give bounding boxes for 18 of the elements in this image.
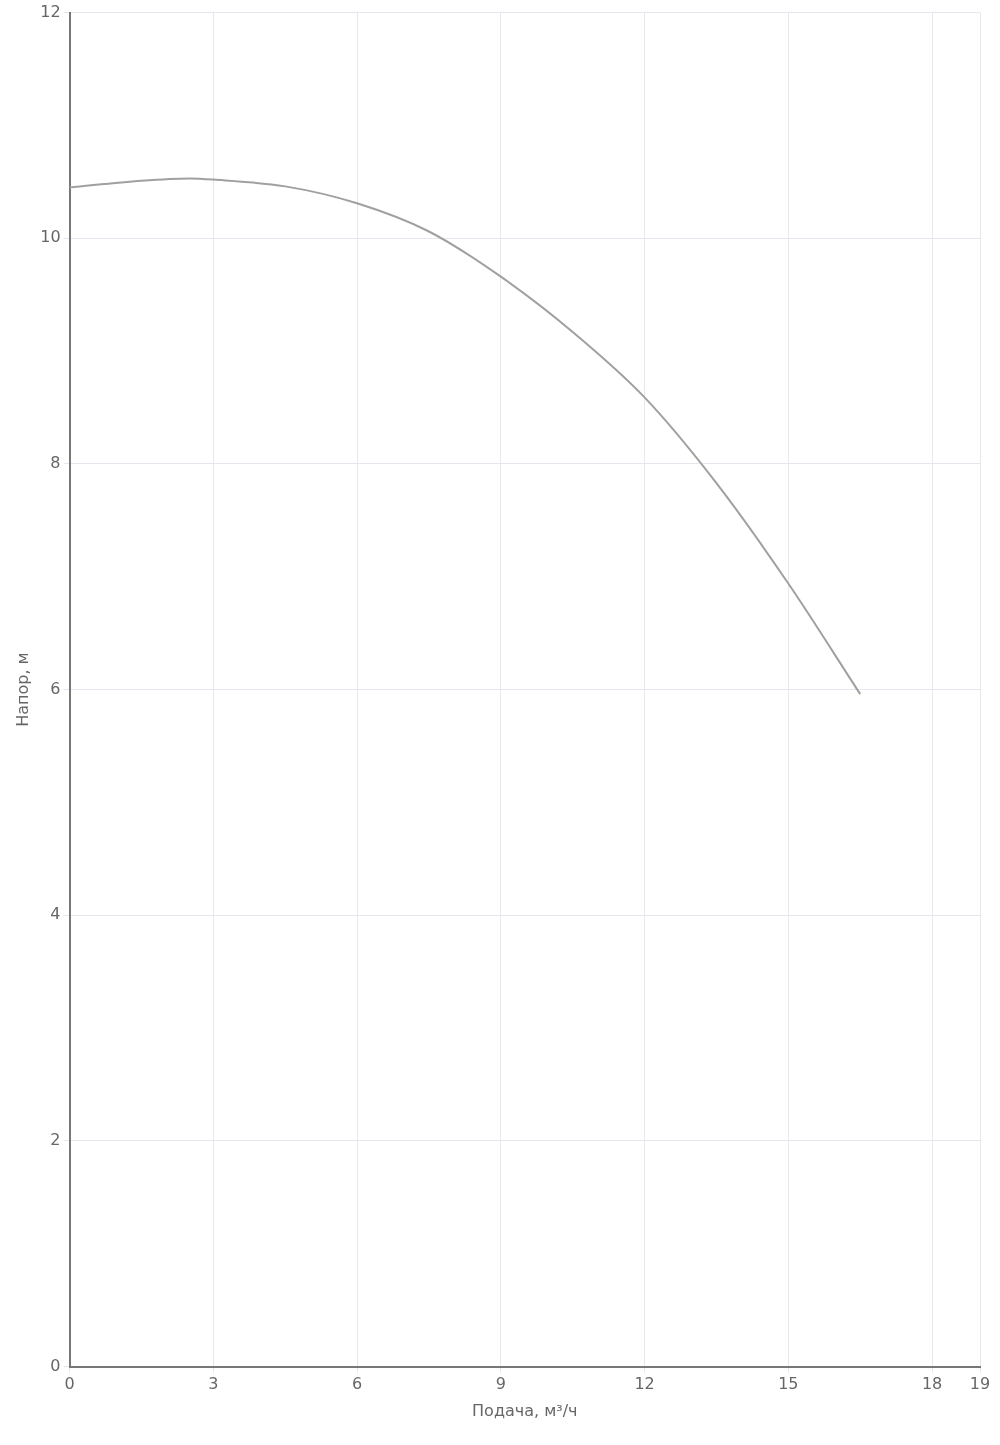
y-tick-label: 8 — [50, 453, 61, 473]
x-tick-label: 18 — [921, 1374, 943, 1394]
x-tick-label: 15 — [778, 1374, 799, 1394]
x-axis-title: Подача, м³/ч — [472, 1400, 578, 1420]
y-tick-label: 6 — [50, 678, 61, 698]
x-tick-label: 6 — [351, 1374, 363, 1394]
y-tick-label: 10 — [40, 227, 61, 247]
line-series — [69, 177, 862, 696]
x-tick-label: 3 — [208, 1374, 219, 1394]
x-tick-label: 19 — [969, 1374, 991, 1394]
x-tick-label: 9 — [495, 1374, 506, 1394]
y-tick-label: 12 — [40, 1, 61, 21]
x-tick-label: 12 — [634, 1374, 655, 1394]
x-tick-label: 0 — [64, 1374, 75, 1394]
y-axis-title: Напор, м — [12, 652, 32, 727]
y-tick-label: 2 — [50, 1130, 61, 1150]
y-tick-label: 0 — [50, 1355, 61, 1375]
y-tick-label: 4 — [50, 904, 61, 924]
